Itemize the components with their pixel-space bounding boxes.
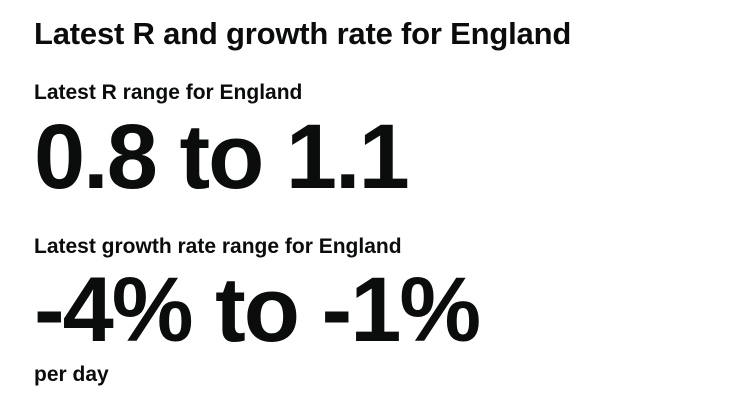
- r-range-label: Latest R range for England: [34, 81, 303, 104]
- growth-rate-label: Latest growth rate range for England: [34, 235, 402, 258]
- r-range-value: 0.8 to 1.1: [34, 106, 410, 208]
- growth-rate-unit: per day: [34, 363, 109, 386]
- r-growth-panel: Latest R and growth rate for England Lat…: [34, 0, 742, 408]
- growth-rate-value: -4% to -1%: [34, 259, 481, 361]
- page-title: Latest R and growth rate for England: [34, 16, 572, 51]
